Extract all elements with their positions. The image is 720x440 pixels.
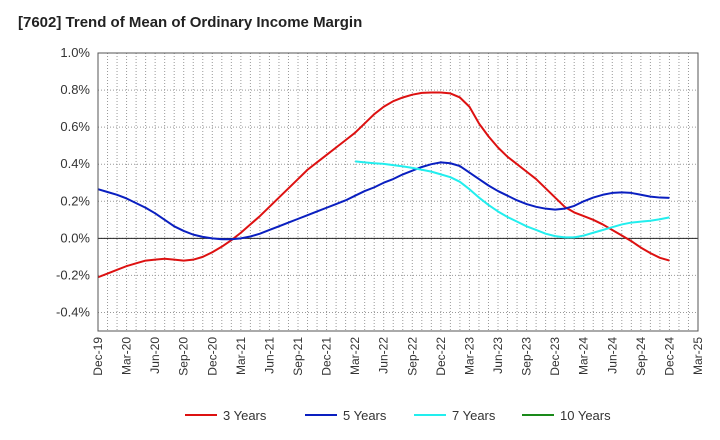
x-tick-label: Jun-24: [605, 337, 619, 374]
y-tick-label: -0.4%: [56, 304, 90, 319]
legend-label: 3 Years: [223, 408, 267, 423]
y-tick-label: 0.6%: [60, 119, 90, 134]
y-axis: 1.0% 0.8% 0.6% 0.4% 0.2% 0.0% -0.2% -0.4%: [56, 45, 90, 319]
x-tick-label: Jun-20: [148, 337, 162, 374]
x-tick-label: Dec-23: [548, 337, 562, 376]
x-axis: Dec-19 Mar-20 Jun-20 Sep-20 Dec-20 Mar-21 Jun-…: [91, 337, 705, 376]
x-tick-label: Jun-21: [262, 337, 276, 374]
y-tick-label: 0.4%: [60, 156, 90, 171]
x-tick-label: Mar-24: [577, 337, 591, 375]
x-tick-label: Mar-23: [462, 337, 476, 375]
plot-background: [98, 53, 698, 331]
x-tick-label: Dec-19: [91, 337, 105, 376]
x-tick-label: Sep-24: [634, 337, 648, 376]
x-tick-label: Jun-22: [377, 337, 391, 374]
legend-label: 7 Years: [452, 408, 496, 423]
legend: 3 Years 5 Years 7 Years 10 Years: [185, 408, 611, 423]
y-tick-label: 0.8%: [60, 82, 90, 97]
y-tick-label: 1.0%: [60, 45, 90, 60]
x-tick-label: Sep-21: [291, 337, 305, 376]
x-tick-label: Jun-23: [491, 337, 505, 374]
x-tick-label: Mar-21: [234, 337, 248, 375]
y-tick-label: -0.2%: [56, 267, 90, 282]
x-tick-label: Sep-23: [520, 337, 534, 376]
x-tick-label: Dec-20: [205, 337, 219, 376]
x-tick-label: Sep-22: [405, 337, 419, 376]
x-tick-label: Mar-22: [348, 337, 362, 375]
legend-label: 10 Years: [560, 408, 611, 423]
series-line-3-years: [97, 91, 670, 279]
series-lines: [97, 91, 670, 279]
legend-label: 5 Years: [343, 408, 387, 423]
x-tick-label: Dec-22: [434, 337, 448, 376]
series-line-7-years: [355, 160, 670, 239]
x-tick-label: Mar-25: [691, 337, 705, 375]
grid-lines: [98, 52, 698, 331]
series-line-5-years: [97, 161, 670, 241]
x-tick-label: Sep-20: [177, 337, 191, 376]
x-tick-label: Dec-24: [662, 337, 676, 376]
x-tick-label: Mar-20: [120, 337, 134, 375]
chart-title: [7602] Trend of Mean of Ordinary Income …: [18, 14, 363, 31]
x-tick-label: Dec-21: [320, 337, 334, 376]
y-tick-label: 0.2%: [60, 193, 90, 208]
y-tick-label: 0.0%: [60, 230, 90, 245]
plot-border: [97, 52, 699, 332]
